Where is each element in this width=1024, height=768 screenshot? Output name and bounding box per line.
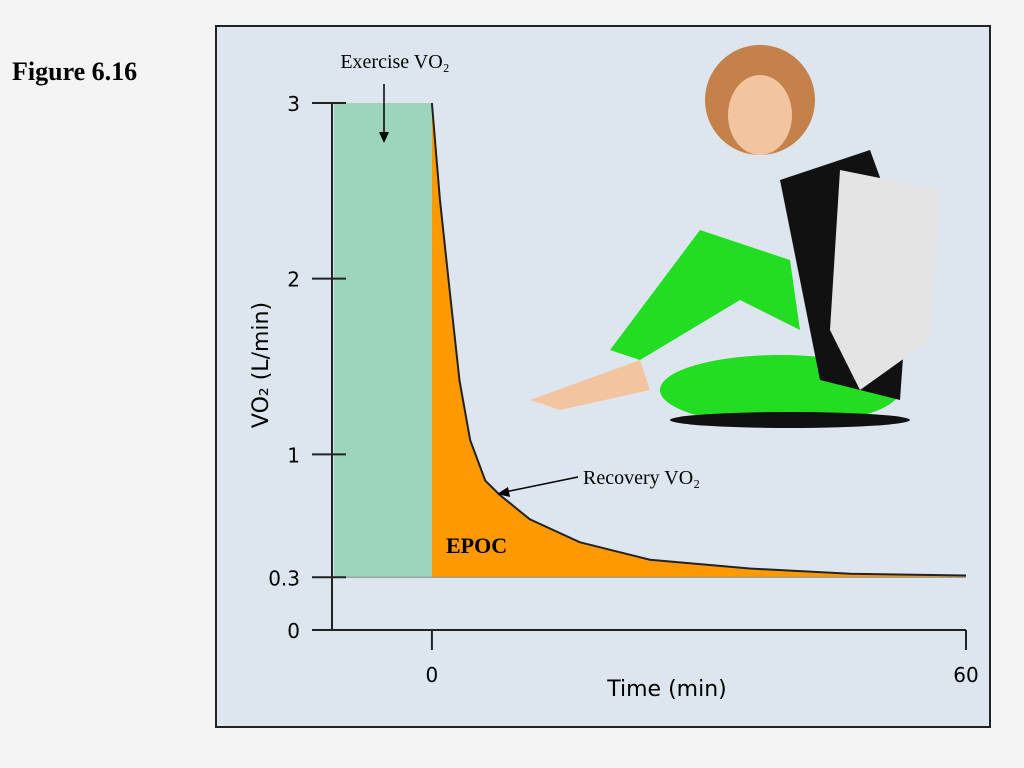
face	[728, 75, 792, 155]
y-tick-label: 2	[287, 268, 300, 292]
illustration	[530, 45, 940, 428]
exercise-label: Exercise VO₂	[340, 51, 449, 73]
x-tick-label: 60	[953, 663, 978, 687]
arrowhead	[497, 487, 510, 497]
area	[431, 103, 966, 578]
y-tick-label: 3	[287, 92, 300, 116]
plot: 0 0.3 1 2 3 0 60	[268, 92, 979, 687]
y-tick-label: 0	[287, 619, 300, 643]
x-tick-label: 0	[426, 663, 439, 687]
epoc-label: EPOC	[446, 533, 507, 558]
area-edge	[430, 102, 967, 577]
y-tick-label: 0.3	[268, 566, 300, 590]
leg	[610, 230, 800, 360]
area	[334, 103, 432, 578]
recovery-label: Recovery VO₂	[583, 467, 700, 489]
y-tick-label: 1	[287, 443, 300, 467]
recovery-arrow	[499, 476, 579, 494]
y-axis-label: VO₂ (L/min)	[249, 302, 274, 428]
shadow	[670, 412, 910, 428]
arrowhead	[379, 132, 389, 143]
figure-label: Figure 6.16	[12, 57, 137, 86]
foot	[530, 360, 650, 410]
towel	[830, 170, 940, 390]
x-axis-label: Time (min)	[606, 677, 727, 702]
